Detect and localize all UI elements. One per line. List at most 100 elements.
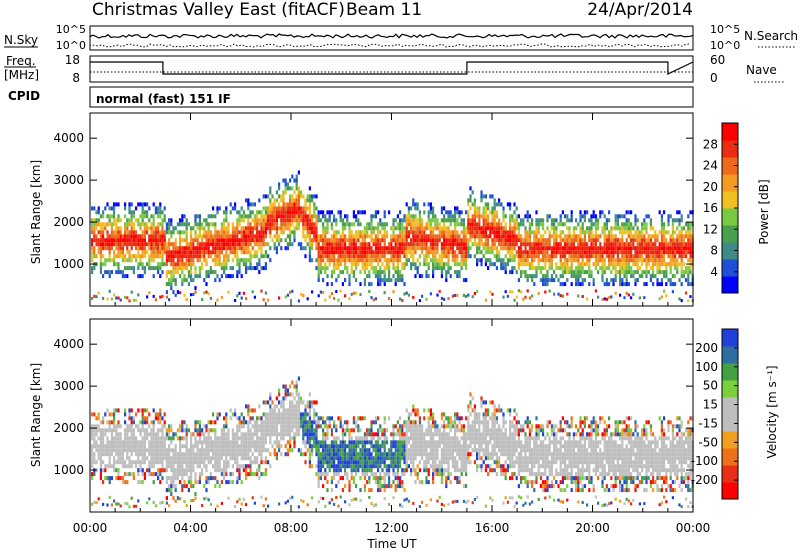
power-cell bbox=[669, 270, 672, 275]
power-cell bbox=[322, 230, 325, 235]
power-cell bbox=[93, 238, 96, 243]
power-cell bbox=[328, 214, 331, 219]
power-cell bbox=[99, 250, 102, 255]
power-cell bbox=[473, 218, 476, 223]
power-cell bbox=[203, 218, 206, 223]
velocity-cell bbox=[238, 424, 241, 429]
power-cell bbox=[403, 234, 406, 239]
power-cell bbox=[630, 270, 633, 275]
velocity-cell bbox=[315, 400, 318, 405]
power-cell bbox=[271, 218, 274, 223]
power-cell bbox=[300, 206, 303, 211]
velocity-cell bbox=[205, 440, 208, 445]
power-cell bbox=[251, 254, 254, 259]
power-cell bbox=[262, 218, 265, 223]
power-cell bbox=[458, 210, 461, 215]
power-cell bbox=[157, 222, 160, 227]
power-cell bbox=[170, 218, 173, 223]
nsearch-trace bbox=[89, 43, 691, 48]
power-cell bbox=[456, 254, 459, 259]
power-cell bbox=[185, 218, 188, 223]
power-cell bbox=[680, 258, 683, 263]
power-cell bbox=[460, 230, 463, 235]
power-cell bbox=[209, 250, 212, 255]
power-cell bbox=[548, 214, 551, 219]
power-cell bbox=[418, 210, 421, 215]
power-cell bbox=[159, 242, 162, 247]
power-cell bbox=[396, 238, 399, 243]
power-cell bbox=[190, 238, 193, 243]
power-cell bbox=[183, 262, 186, 267]
power-cell bbox=[262, 214, 265, 219]
power-cell bbox=[581, 230, 584, 235]
velocity-cell bbox=[168, 436, 171, 441]
velocity-cell bbox=[139, 440, 142, 445]
power-cell bbox=[97, 210, 100, 215]
velocity-cell bbox=[163, 436, 166, 441]
power-cell bbox=[341, 222, 344, 227]
velocity-cell bbox=[139, 448, 142, 453]
velocity-cell bbox=[214, 432, 217, 437]
power-cell bbox=[240, 214, 243, 219]
power-cell bbox=[304, 234, 307, 239]
power-cell bbox=[500, 242, 503, 247]
power-cell bbox=[480, 242, 483, 247]
velocity-cell bbox=[170, 460, 173, 465]
power-cell bbox=[592, 278, 595, 283]
power-cell bbox=[511, 238, 514, 243]
power-cell bbox=[495, 230, 498, 235]
power-cell bbox=[264, 206, 267, 211]
power-cell bbox=[282, 198, 285, 203]
power-cell bbox=[99, 266, 102, 271]
power-cell bbox=[500, 222, 503, 227]
power-cell bbox=[157, 270, 160, 275]
power-cell bbox=[146, 222, 149, 227]
power-cell bbox=[212, 234, 215, 239]
power-cell bbox=[583, 214, 586, 219]
power-cell bbox=[504, 234, 507, 239]
power-cell bbox=[495, 254, 498, 259]
power-cell bbox=[390, 278, 393, 283]
power-cell bbox=[663, 238, 666, 243]
velocity-cell bbox=[297, 505, 300, 509]
velocity-cell bbox=[300, 400, 303, 405]
velocity-cell bbox=[315, 464, 318, 469]
power-cell bbox=[363, 234, 366, 239]
velocity-cell bbox=[143, 408, 146, 413]
power-cell bbox=[678, 242, 681, 247]
power-cell bbox=[341, 234, 344, 239]
power-cell bbox=[478, 214, 481, 219]
power-cell bbox=[678, 210, 681, 215]
velocity-cell bbox=[106, 420, 109, 425]
power-cell bbox=[645, 222, 648, 227]
power-cell bbox=[649, 222, 652, 227]
power-cell bbox=[289, 206, 292, 211]
power-cell bbox=[687, 226, 690, 231]
power-cell bbox=[630, 222, 633, 227]
power-cell bbox=[383, 234, 386, 239]
velocity-cell bbox=[278, 392, 281, 397]
power-cell bbox=[161, 226, 164, 231]
power-cell bbox=[289, 202, 292, 207]
power-cell bbox=[399, 218, 402, 223]
power-cell bbox=[119, 298, 122, 302]
power-cell bbox=[555, 266, 558, 271]
power-cell bbox=[493, 222, 496, 227]
velocity-cell bbox=[317, 484, 320, 489]
power-cell bbox=[403, 238, 406, 243]
power-cell bbox=[205, 246, 208, 251]
velocity-cell bbox=[148, 460, 151, 465]
velocity-cell bbox=[198, 440, 201, 445]
velocity-cell bbox=[313, 436, 316, 441]
power-cell bbox=[132, 222, 135, 227]
velocity-cell bbox=[115, 444, 118, 449]
velocity-cell bbox=[280, 432, 283, 437]
power-cell bbox=[603, 230, 606, 235]
velocity-cell bbox=[271, 416, 274, 421]
power-cell bbox=[163, 246, 166, 251]
power-cell bbox=[524, 262, 527, 267]
power-cell bbox=[500, 230, 503, 235]
velocity-cell bbox=[223, 428, 226, 433]
power-cell bbox=[218, 246, 221, 251]
power-cell bbox=[500, 226, 503, 231]
